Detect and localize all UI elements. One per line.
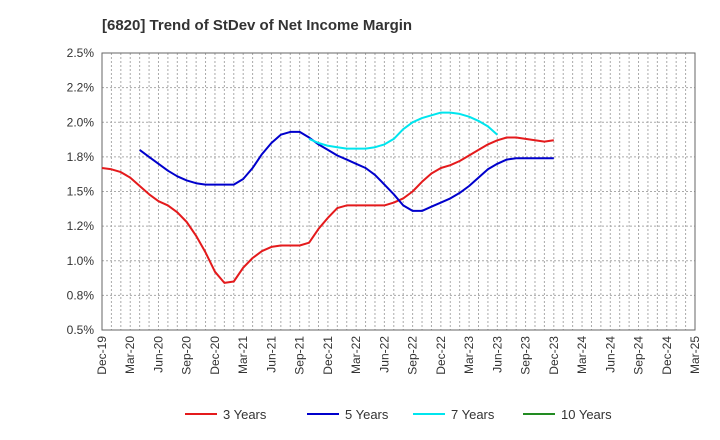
x-tick-label: Mar-21: [236, 336, 250, 374]
x-tick-label: Mar-20: [123, 336, 137, 374]
y-tick-label: 0.8%: [67, 288, 95, 302]
y-tick-label: 1.8%: [67, 150, 95, 164]
x-axis: Dec-19 Mar-20 Jun-20 Sep-20 Dec-20 Mar-21 Jun-…: [95, 336, 702, 375]
legend-label: 7 Years: [451, 407, 495, 422]
x-tick-label: Mar-22: [349, 336, 363, 374]
legend-label: 5 Years: [345, 407, 389, 422]
x-tick-label: Sep-20: [180, 336, 194, 375]
y-tick-label: 2.0%: [67, 115, 95, 129]
y-tick-label: 0.5%: [67, 323, 95, 337]
y-tick-label: 1.0%: [67, 254, 95, 268]
x-tick-label: Mar-24: [575, 336, 589, 374]
series-line: [308, 111, 498, 150]
x-tick-label: Sep-24: [632, 336, 646, 375]
x-tick-label: Jun-21: [264, 336, 278, 373]
legend: 3 Years 5 Years 7 Years 10 Years: [185, 407, 612, 422]
x-tick-label: Sep-22: [406, 336, 420, 375]
y-tick-label: 1.5%: [67, 185, 95, 199]
y-axis: 0.5% 0.8% 1.0% 1.2% 1.5% 1.8% 2.0% 2.2% 2.5%: [67, 46, 95, 337]
x-tick-label: Mar-25: [688, 336, 702, 374]
series-line: [139, 130, 554, 212]
x-tick-label: Jun-24: [603, 336, 617, 373]
legend-label: 3 Years: [223, 407, 267, 422]
y-tick-label: 2.5%: [67, 46, 95, 60]
x-tick-label: Mar-23: [462, 336, 476, 374]
x-tick-label: Dec-21: [321, 336, 335, 375]
chart-title: [6820] Trend of StDev of Net Income Marg…: [102, 17, 412, 34]
x-tick-label: Jun-22: [377, 336, 391, 373]
x-tick-label: Jun-23: [490, 336, 504, 373]
x-tick-label: Sep-21: [293, 336, 307, 375]
plot-area-border: [101, 52, 696, 331]
x-tick-label: Sep-23: [519, 336, 533, 375]
grid: [102, 53, 695, 330]
x-tick-label: Dec-23: [547, 336, 561, 375]
x-tick-label: Dec-24: [660, 336, 674, 375]
y-tick-label: 2.2%: [67, 81, 95, 95]
series-line: [101, 136, 554, 284]
x-tick-label: Dec-22: [434, 336, 448, 375]
x-tick-label: Dec-19: [95, 336, 109, 375]
series-lines: [101, 111, 554, 284]
x-tick-label: Jun-20: [151, 336, 165, 373]
y-tick-label: 1.2%: [67, 219, 95, 233]
x-tick-label: Dec-20: [208, 336, 222, 375]
legend-label: 10 Years: [561, 407, 612, 422]
